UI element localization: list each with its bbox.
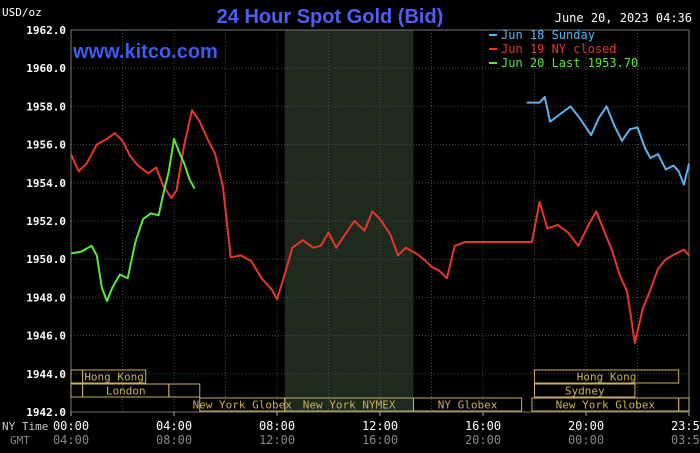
- y-tick-label: 1944.0: [26, 368, 66, 381]
- session-stub: [168, 383, 201, 398]
- y-tick-label: 1948.0: [26, 291, 66, 304]
- legend-entry: Jun 20 Last 1953.70: [501, 56, 638, 70]
- x-tick-label-gmt: 00:00: [568, 433, 604, 447]
- session-box: [82, 383, 170, 398]
- session-box: [534, 369, 680, 384]
- x-tick-label-ny: 16:00: [465, 419, 501, 433]
- series-line: [70, 137, 196, 303]
- y-tick-label: 1962.0: [26, 24, 66, 37]
- session-label: Sydney: [565, 385, 605, 398]
- x-tick-label-ny: 12:00: [362, 419, 398, 433]
- x-tick-label-gmt: 04:00: [53, 433, 89, 447]
- session-label: NY Globex: [438, 399, 498, 412]
- y-tick-label: 1950.0: [26, 253, 66, 266]
- x-tick-label-gmt: 20:00: [465, 433, 501, 447]
- session-stub: [70, 383, 84, 398]
- session-stub: [70, 369, 84, 384]
- session-label: New York Globex: [556, 399, 656, 412]
- x-tick-label-ny: 23:59: [671, 419, 700, 433]
- nymex-shaded-region: [284, 30, 414, 412]
- y-tick-label: 1946.0: [26, 330, 66, 343]
- x-tick-label-gmt: 03:59: [671, 433, 700, 447]
- x-tick-label-ny: 08:00: [259, 419, 295, 433]
- session-label: Hong Kong: [84, 371, 144, 384]
- y-tick-label: 1942.0: [26, 406, 66, 419]
- session-box: [534, 383, 636, 398]
- x-tick-label-gmt: 08:00: [156, 433, 192, 447]
- y-tick-label: 1956.0: [26, 139, 66, 152]
- series-line: [526, 95, 690, 186]
- gmt-label: GMT: [10, 434, 30, 447]
- unit-label: USD/oz: [2, 6, 42, 19]
- x-tick-label-ny: 20:00: [568, 419, 604, 433]
- timestamp: June 20, 2023 04:36: [555, 11, 692, 25]
- session-box: [531, 397, 680, 412]
- x-tick-label-ny: 04:00: [156, 419, 192, 433]
- y-tick-label: 1960.0: [26, 62, 66, 75]
- x-tick-label-gmt: 12:00: [259, 433, 295, 447]
- session-label: London: [106, 385, 146, 398]
- y-tick-label: 1952.0: [26, 215, 66, 228]
- session-label: New York Globex: [193, 399, 293, 412]
- session-box: [412, 397, 523, 412]
- legend-entry: Jun 19 NY closed: [501, 42, 617, 56]
- session-label: Hong Kong: [577, 371, 637, 384]
- y-tick-label: 1954.0: [26, 177, 66, 190]
- ny-time-label: NY Time: [2, 420, 48, 433]
- session-label: New York NYMEX: [303, 399, 396, 412]
- chart-title: 24 Hour Spot Gold (Bid): [217, 6, 444, 28]
- x-tick-label-ny: 00:00: [53, 419, 89, 433]
- session-stub: [678, 397, 690, 412]
- legend-entry: Jun 18 Sunday: [501, 28, 595, 42]
- x-tick-label-gmt: 16:00: [362, 433, 398, 447]
- session-box: [82, 369, 147, 384]
- brand-watermark: www.kitco.com: [72, 41, 218, 63]
- y-tick-label: 1958.0: [26, 100, 66, 113]
